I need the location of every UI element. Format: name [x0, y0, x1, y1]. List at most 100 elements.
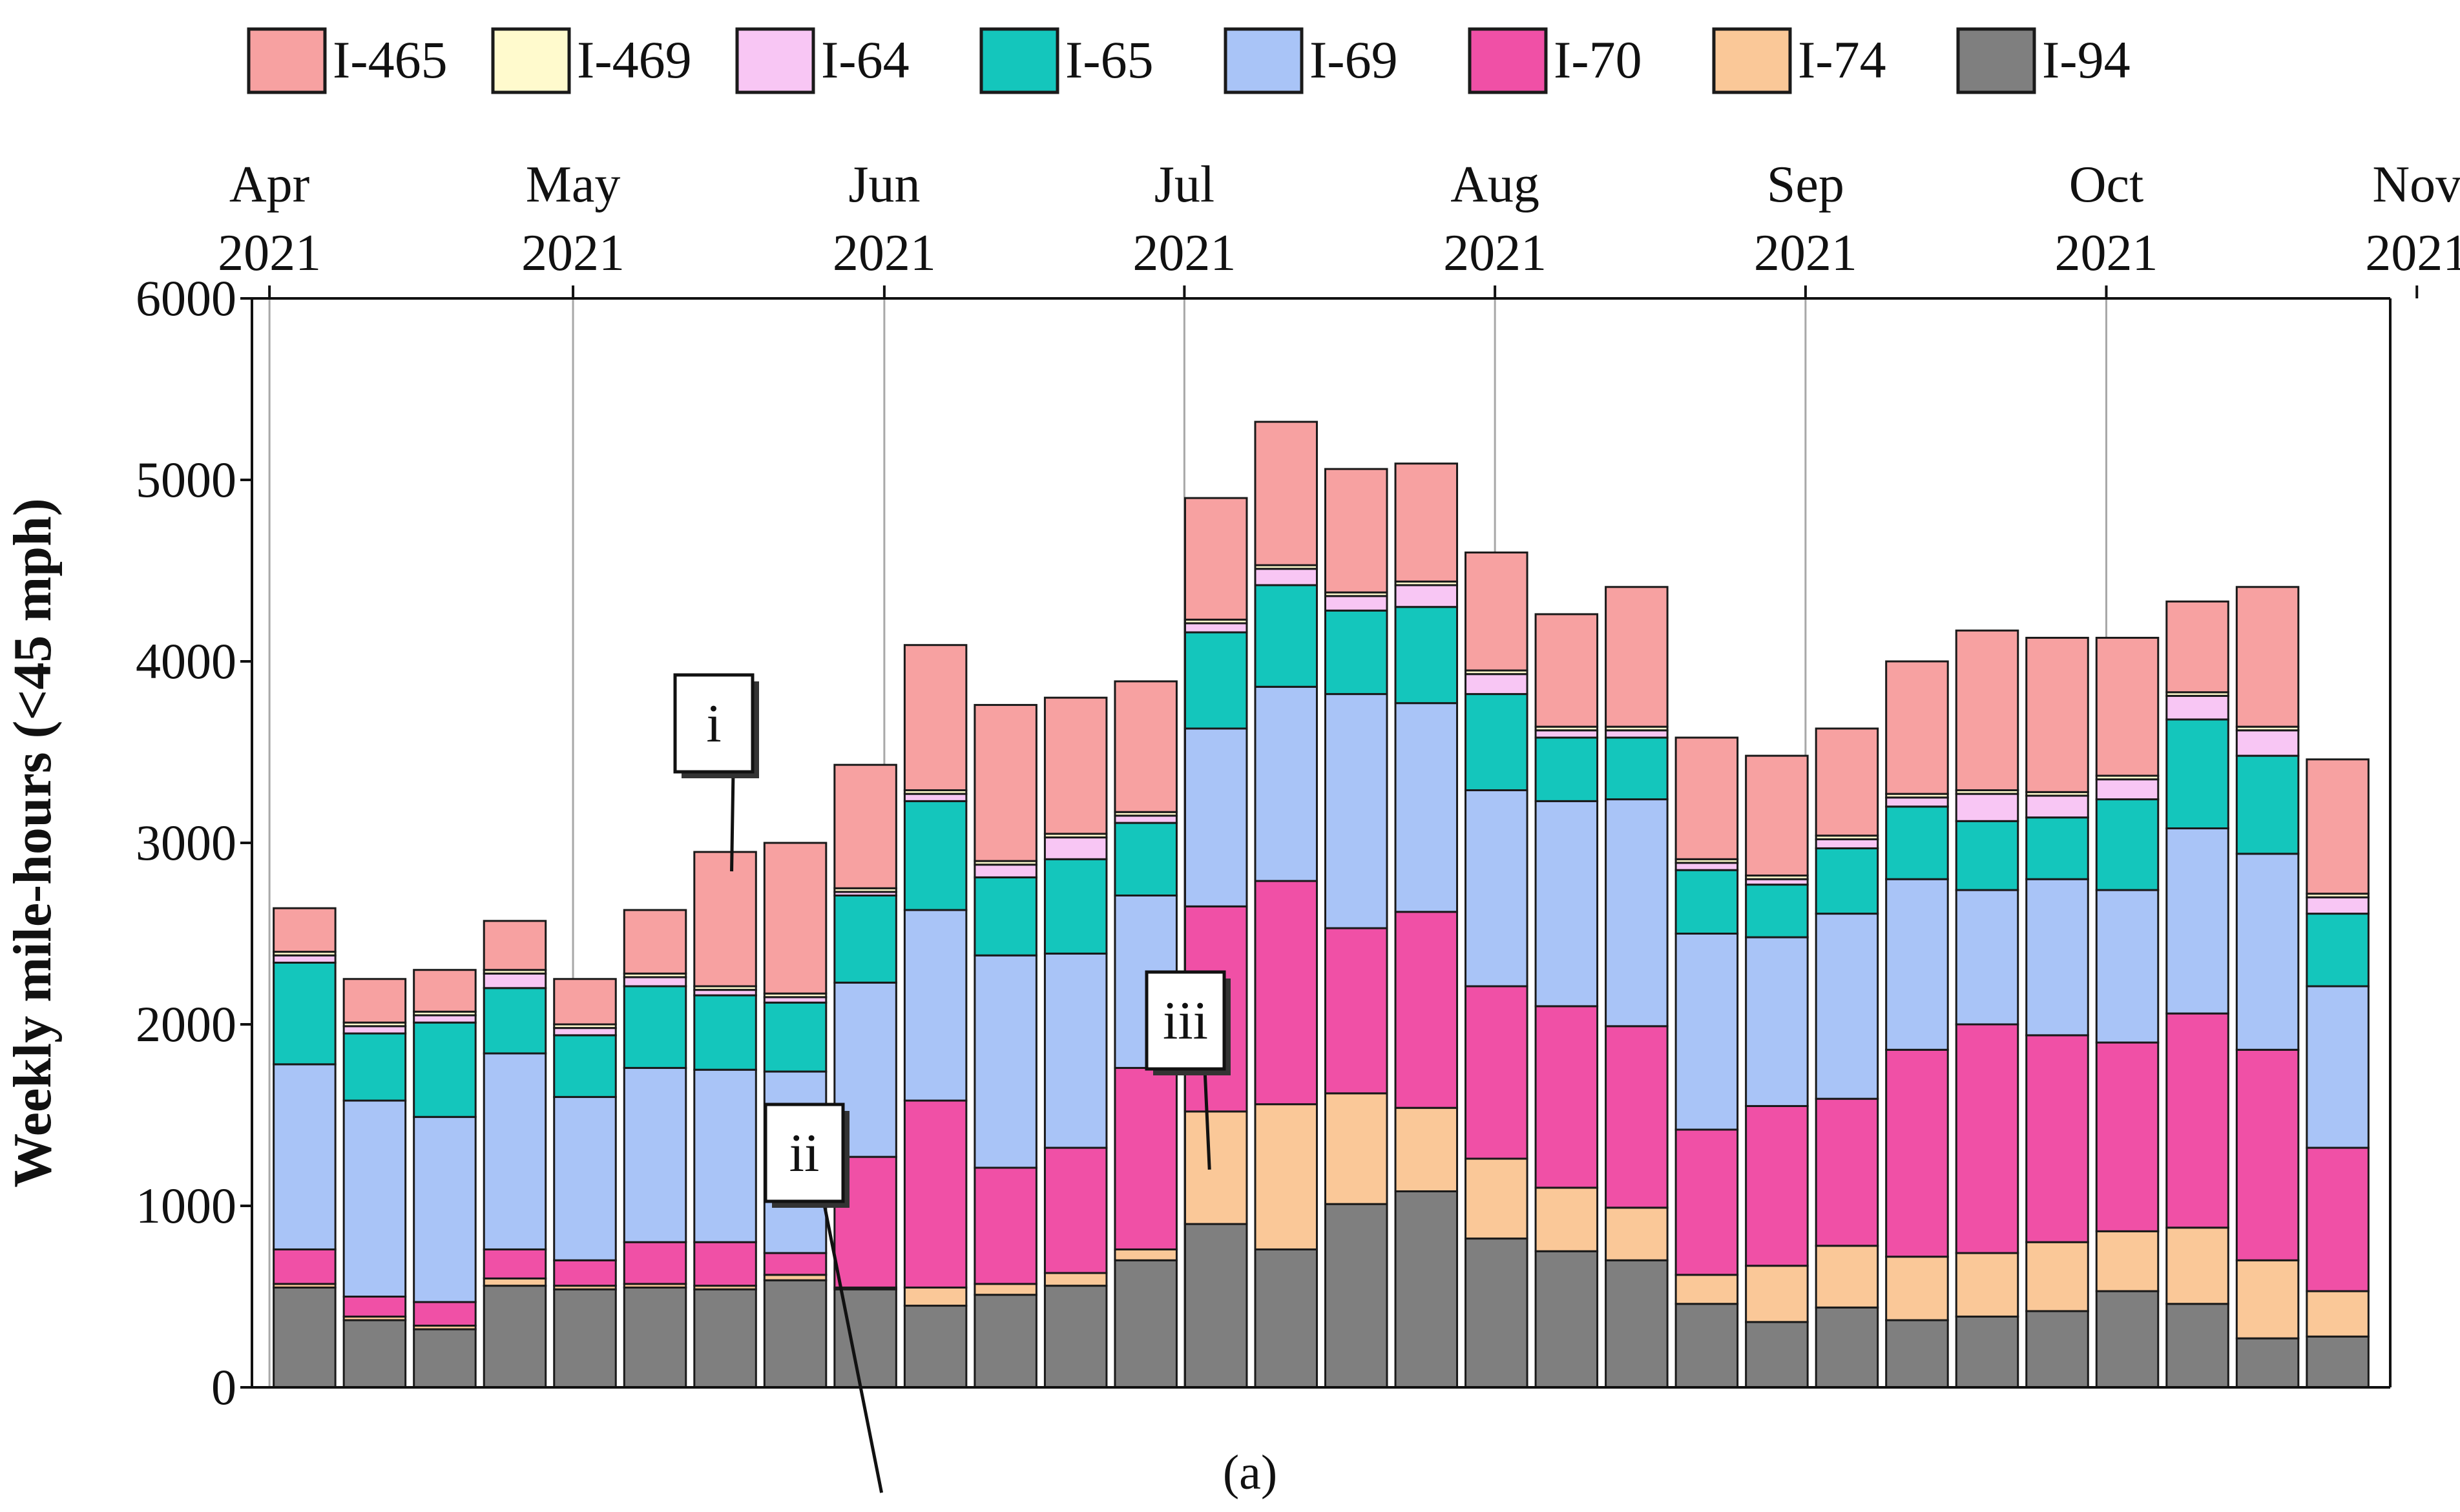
bar-segment-i-94-week-6: [623, 1286, 687, 1389]
bar-segment-i-64-week-25: [1955, 792, 2019, 822]
bar-segment-i-69-week-22: [1745, 936, 1809, 1107]
bar-segment-i-70-week-29: [2235, 1048, 2300, 1261]
bar-segment-i-70-week-6: [623, 1241, 687, 1285]
bar-segment-i-70-week-18: [1465, 985, 1528, 1160]
month-year-label: 2021: [833, 225, 936, 282]
bar-segment-i-74-week-25: [1955, 1252, 2019, 1318]
annotation-label: i: [706, 694, 721, 754]
bar-segment-i-465-week-26: [2025, 636, 2089, 793]
bar-segment-i-465-week-6: [623, 909, 687, 975]
bar-segment-i-64-week-5: [553, 1027, 617, 1037]
bar-segment-i-65-week-26: [2025, 816, 2089, 880]
bar-segment-i-69-week-25: [1955, 889, 2019, 1026]
legend-swatch-i-469: [491, 27, 571, 94]
legend-label-i-465: I-465: [333, 30, 448, 89]
y-tick-label: 1000: [136, 1177, 236, 1234]
annotation-box: [673, 673, 755, 774]
month-label: Aug: [1450, 156, 1539, 213]
bar-segment-i-65-week-14: [1183, 631, 1248, 730]
legend-label-i-469: I-469: [577, 30, 692, 89]
y-tick-label: 3000: [136, 814, 236, 871]
y-axis: 0 1000 2000 3000 4000 5000 6000: [136, 270, 252, 1415]
bar-segment-i-70-week-23: [1815, 1097, 1879, 1247]
bar-segment-i-74-week-21: [1674, 1274, 1739, 1305]
bar-segment-i-70-week-17: [1394, 911, 1459, 1109]
annotation-box: [764, 1103, 845, 1203]
legend-swatch-i-94: [1956, 27, 2036, 94]
bar-segment-i-465-week-5: [553, 978, 617, 1026]
bar-segment-i-94-week-10: [903, 1305, 968, 1389]
annotation-i: i: [673, 673, 759, 872]
bar-segment-i-94-week-15: [1254, 1248, 1318, 1389]
bar-segment-i-65-week-13: [1114, 822, 1178, 896]
bar-segment-i-64-week-18: [1465, 673, 1528, 696]
bar-segment-i-70-week-24: [1885, 1048, 1949, 1258]
bar-segment-i-70-week-8: [763, 1252, 828, 1276]
bar-segment-i-69-week-12: [1043, 952, 1108, 1149]
bar-segment-i-64-week-14: [1183, 622, 1248, 634]
month-year-label: 2021: [2054, 225, 2158, 282]
legend-label-i-69: I-69: [1309, 30, 1398, 89]
bar-segment-i-65-week-15: [1254, 584, 1318, 688]
month-label: Sep: [1767, 156, 1844, 213]
legend-swatch-i-65: [979, 27, 1059, 94]
month-label: Jun: [848, 156, 920, 213]
annotation-label: ii: [789, 1123, 820, 1183]
bar-segment-i-70-week-4: [483, 1248, 547, 1279]
bar-segment-i-65-week-30: [2306, 913, 2370, 988]
bar-segment-i-64-week-16: [1324, 595, 1388, 612]
bar-segment-i-65-week-12: [1043, 858, 1108, 955]
bar-segment-i-69-week-1: [273, 1063, 337, 1250]
legend-swatch-i-74: [1712, 27, 1792, 94]
bar-segment-i-69-week-26: [2025, 878, 2089, 1037]
bar-segment-i-70-week-21: [1674, 1128, 1739, 1276]
bar-segment-i-65-week-4: [483, 987, 547, 1055]
bar-segment-i-94-week-11: [974, 1294, 1037, 1389]
bar-segment-i-70-week-25: [1955, 1023, 2019, 1254]
bar-segment-i-69-week-20: [1605, 798, 1669, 1028]
bar-segment-i-74-week-16: [1324, 1092, 1388, 1205]
bar-segment-i-74-week-13: [1114, 1248, 1178, 1261]
bar-segment-i-65-week-16: [1324, 609, 1388, 696]
bar-segment-i-70-week-16: [1324, 927, 1388, 1095]
bar-segment-i-94-week-22: [1745, 1321, 1809, 1389]
month-year-label: 2021: [1132, 225, 1236, 282]
bar-segment-i-74-week-27: [2095, 1230, 2160, 1292]
bar-segment-i-70-week-5: [553, 1259, 617, 1287]
annotation-box: [1145, 970, 1226, 1071]
bar-segment-i-70-week-28: [2165, 1012, 2229, 1229]
y-tick-label: 4000: [136, 633, 236, 689]
bar-segment-i-94-week-18: [1465, 1238, 1528, 1389]
annotation-ii: ii: [764, 1103, 884, 1493]
bar-segment-i-94-week-7: [693, 1288, 757, 1389]
bar-segment-i-69-week-15: [1254, 685, 1318, 882]
bar-segment-i-64-week-10: [903, 792, 968, 802]
bar-segment-i-465-week-10: [903, 644, 968, 792]
bar-segment-i-465-week-19: [1534, 613, 1599, 728]
bar-segment-i-74-week-22: [1745, 1265, 1809, 1323]
bar-segment-i-94-week-30: [2306, 1335, 2370, 1389]
bar-segment-i-64-week-24: [1885, 796, 1949, 808]
bar-segment-i-65-week-28: [2165, 718, 2229, 830]
bar-segment-i-69-week-6: [623, 1066, 687, 1243]
bar-segment-i-70-week-11: [974, 1166, 1037, 1285]
bar-segment-i-465-week-1: [273, 907, 337, 953]
bar-segment-i-465-week-2: [342, 978, 407, 1024]
bar-segment-i-94-week-20: [1605, 1259, 1669, 1389]
bar-segment-i-94-week-14: [1183, 1223, 1248, 1389]
bar-segment-i-69-week-2: [342, 1099, 407, 1298]
bar-segment-i-70-week-15: [1254, 880, 1318, 1106]
bar-segment-i-65-week-5: [553, 1034, 617, 1098]
figure-caption: (a): [1223, 1445, 1277, 1500]
bar-segment-i-64-week-21: [1674, 862, 1739, 871]
month-year-label: 2021: [521, 225, 625, 282]
bar-segment-i-74-week-20: [1605, 1206, 1669, 1261]
legend-label-i-65: I-65: [1065, 30, 1154, 89]
bar-segment-i-69-week-11: [974, 954, 1037, 1169]
legend-swatch-i-70: [1468, 27, 1548, 94]
bar-segment-i-64-week-11: [974, 864, 1037, 878]
bar-segment-i-94-week-17: [1394, 1190, 1459, 1389]
bar-segment-i-65-week-21: [1674, 869, 1739, 935]
bar-segment-i-64-week-29: [2235, 729, 2300, 757]
bar-segment-i-465-week-17: [1394, 462, 1459, 583]
